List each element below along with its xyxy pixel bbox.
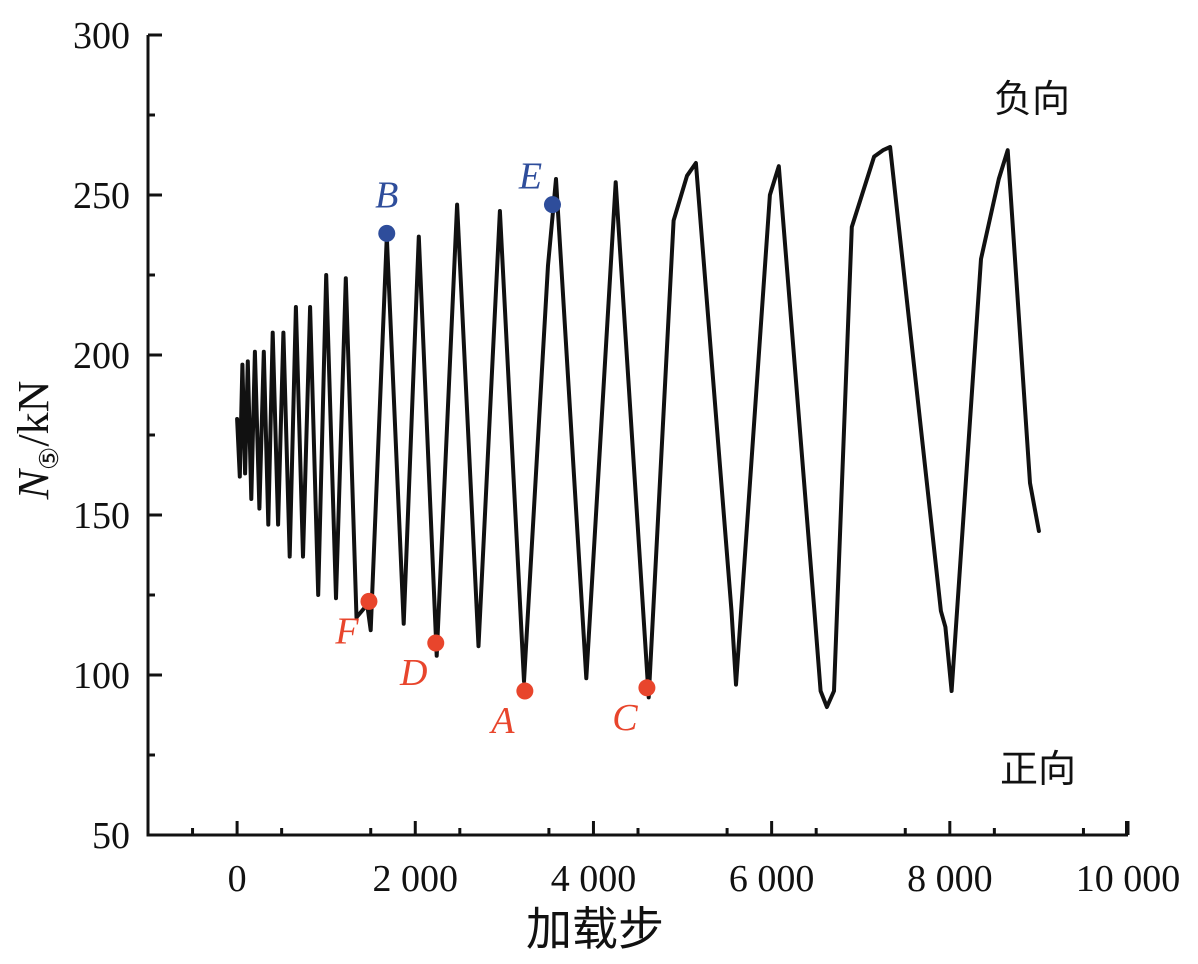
point-marker-e	[543, 196, 561, 214]
plot-area	[235, 145, 1041, 709]
x-tick-label: 6 000	[729, 858, 815, 900]
point-marker-c	[638, 679, 656, 697]
y-tick-label: 300	[73, 15, 130, 57]
y-tick-label: 150	[73, 495, 130, 537]
annotation-positive: 正向	[1000, 747, 1076, 791]
y-tick-label: 200	[73, 335, 130, 377]
point-label-f: F	[334, 610, 359, 652]
point-marker-f	[360, 592, 378, 610]
y-axis-title-unit: /kN	[9, 381, 58, 447]
point-label-d: D	[399, 652, 427, 694]
x-ticks: 0 2 000 4 000 6 000 8 000 10 000	[191, 821, 1181, 900]
y-ticks: 50 100 150 200 250 300	[73, 15, 162, 857]
series-line	[235, 145, 1041, 709]
y-axis-title: N⑤/kN	[9, 381, 64, 501]
y-axis-title-symbol: N	[9, 467, 58, 500]
y-tick-label: 100	[73, 655, 130, 697]
point-label-b: B	[375, 174, 398, 216]
x-tick-label: 4 000	[551, 858, 637, 900]
point-label-e: E	[518, 156, 542, 198]
x-axis-title: 加载步	[526, 904, 664, 955]
point-marker-d	[427, 634, 445, 652]
x-tick-label: 0	[228, 858, 247, 900]
point-marker-b	[378, 224, 396, 242]
annotation-negative: 负向	[994, 77, 1070, 121]
x-tick-label: 2 000	[373, 858, 459, 900]
point-label-a: A	[488, 700, 515, 742]
x-tick-label: 10 000	[1076, 858, 1181, 900]
point-markers: B E FD A C	[334, 156, 656, 742]
y-tick-label: 50	[92, 815, 130, 857]
point-label-c: C	[612, 697, 638, 739]
point-marker-a	[516, 682, 534, 700]
y-axis-title-subscript: ⑤	[35, 447, 64, 470]
y-tick-label: 250	[73, 175, 130, 217]
x-tick-label: 8 000	[907, 858, 993, 900]
